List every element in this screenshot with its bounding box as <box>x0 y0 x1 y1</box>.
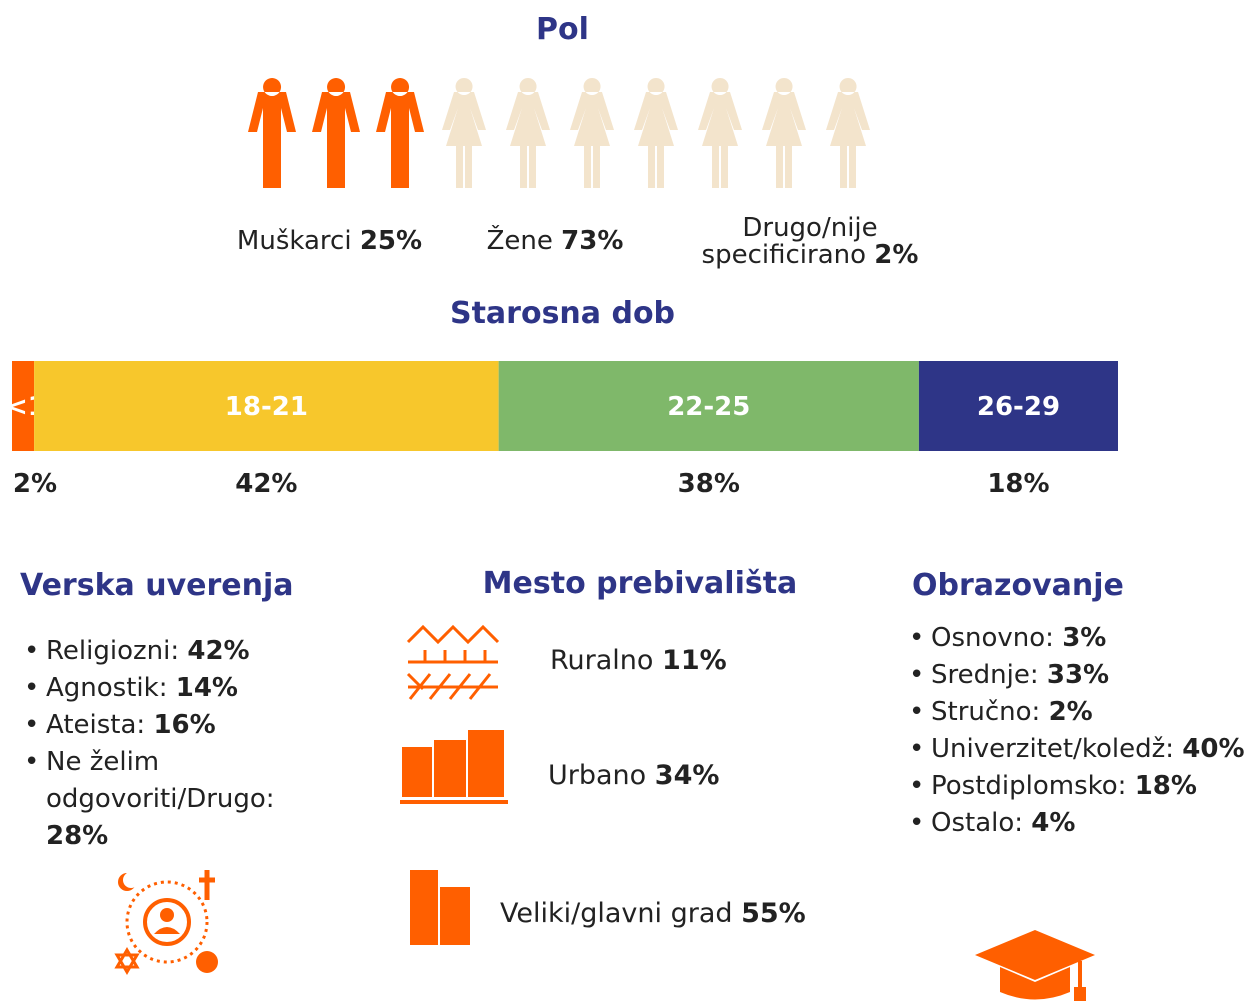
gender-label: Žene 73% <box>475 228 635 255</box>
list-item: Ne želim odgovoriti/Drugo: 28% <box>20 744 340 855</box>
item-value: 42% <box>187 636 250 666</box>
woman-icon <box>762 78 806 188</box>
gender-category: Drugo/nije specificirano <box>701 213 878 270</box>
list-item: Religiozni: 42% <box>20 633 340 670</box>
religion-list: Religiozni: 42%Agnostik: 14%Ateista: 16%… <box>20 633 340 855</box>
item-value: 28% <box>46 821 109 851</box>
education-title: Obrazovanje <box>912 568 1124 603</box>
list-item: Veliki/glavni grad 55% <box>500 898 806 929</box>
man-icon <box>312 78 360 188</box>
list-item: Srednje: 33% <box>905 657 1255 694</box>
list-item: Ateista: 16% <box>20 707 340 744</box>
item-label: Religiozni: <box>46 636 180 666</box>
gender-value: 2% <box>874 240 919 270</box>
item-value: 11% <box>662 645 727 676</box>
education-icon <box>975 930 1095 1001</box>
woman-icon <box>570 78 614 188</box>
item-label: Ne želim odgovoriti/Drugo: <box>46 747 275 814</box>
religion-title: Verska uverenja <box>20 568 294 603</box>
list-item: Ostalo: 4% <box>905 805 1255 842</box>
woman-icon <box>506 78 550 188</box>
age-title: Starosna dob <box>449 296 676 331</box>
gender-label: Muškarci 25% <box>222 228 437 255</box>
man-icon <box>376 78 424 188</box>
item-value: 40% <box>1182 734 1245 764</box>
list-item: Agnostik: 14% <box>20 670 340 707</box>
residence-icons <box>400 624 508 945</box>
segment-value: 18% <box>987 469 1049 499</box>
item-value: 2% <box>1048 697 1093 727</box>
item-value: 34% <box>654 760 720 791</box>
list-item: Stručno: 2% <box>905 694 1255 731</box>
item-value: 3% <box>1062 623 1107 653</box>
item-label: Stručno: <box>931 697 1041 727</box>
segment-label: 22-25 <box>667 392 750 422</box>
list-item: Univerzitet/koledž: 40% <box>905 731 1255 768</box>
item-label: Veliki/glavni grad <box>500 898 733 929</box>
bar-segment <box>12 361 35 451</box>
segment-value: 42% <box>235 469 297 499</box>
item-value: 55% <box>741 898 806 929</box>
segment-label: 18-21 <box>225 392 308 422</box>
woman-icon <box>698 78 742 188</box>
gender-label: Drugo/nije specificirano 2% <box>680 215 940 269</box>
gender-title: Pol <box>536 12 589 47</box>
woman-icon <box>826 78 870 188</box>
item-label: Osnovno: <box>931 623 1054 653</box>
bar-segment <box>918 361 1118 451</box>
religion-icon <box>114 870 218 975</box>
gender-category: Žene <box>486 226 553 256</box>
item-label: Ostalo: <box>931 808 1024 838</box>
woman-icon <box>634 78 678 188</box>
list-item: Ruralno 11% <box>550 645 727 676</box>
item-label: Postdiplomsko: <box>931 771 1127 801</box>
item-label: Ateista: <box>46 710 146 740</box>
item-value: 18% <box>1134 771 1197 801</box>
education-list: Osnovno: 3%Srednje: 33%Stručno: 2%Univer… <box>905 620 1255 842</box>
list-item: Urbano 34% <box>548 760 719 791</box>
item-value: 33% <box>1046 660 1110 690</box>
pictogram <box>248 78 870 188</box>
item-value: 4% <box>1031 808 1076 838</box>
bar-segment <box>498 361 919 451</box>
gender-value: 73% <box>561 226 624 256</box>
residence-title: Mesto prebivališta <box>482 566 798 601</box>
segment-value: 2% <box>13 469 57 499</box>
gender-value: 25% <box>359 226 423 256</box>
segment-value: 38% <box>678 469 740 499</box>
man-icon <box>248 78 296 188</box>
gender-category: Muškarci <box>236 226 352 256</box>
item-label: Urbano <box>548 760 647 791</box>
list-item: Osnovno: 3% <box>905 620 1255 657</box>
item-label: Ruralno <box>550 645 654 676</box>
woman-icon <box>442 78 486 188</box>
item-value: 16% <box>153 710 216 740</box>
bar-segment <box>34 361 499 451</box>
item-label: Srednje: <box>931 660 1039 690</box>
item-label: Agnostik: <box>46 673 168 703</box>
segment-label: 26-29 <box>977 392 1060 422</box>
item-label: Univerzitet/koledž: <box>931 734 1174 764</box>
list-item: Postdiplomsko: 18% <box>905 768 1255 805</box>
item-value: 14% <box>175 673 238 703</box>
